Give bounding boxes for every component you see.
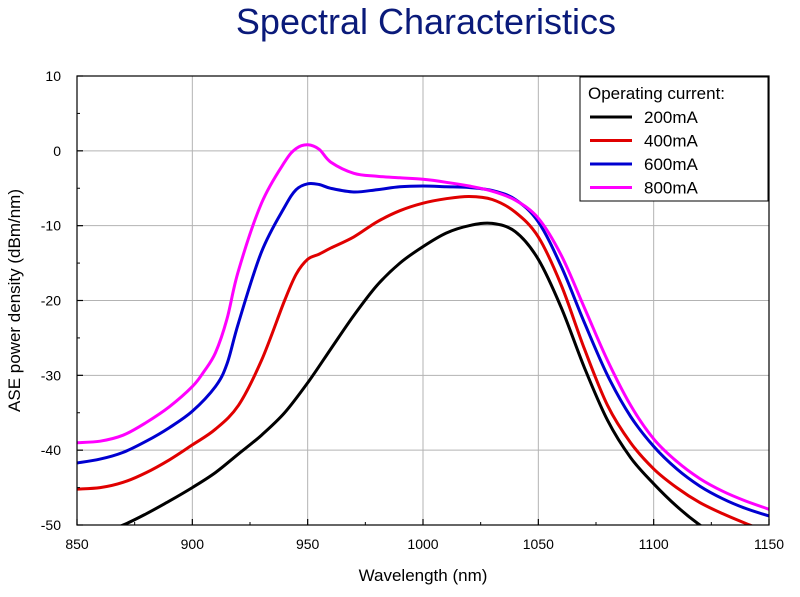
x-tick-label: 1000 — [407, 536, 438, 552]
y-tick-label: 10 — [45, 68, 61, 84]
y-tick-labels: 10 0 -10 -20 -30 -40 -50 — [41, 68, 61, 533]
y-tick-label: -50 — [41, 517, 61, 533]
x-tick-labels: 850 900 950 1000 1050 1100 1150 — [65, 536, 784, 552]
y-tick-label: -10 — [41, 218, 61, 234]
legend-label-600mA: 600mA — [644, 155, 699, 174]
y-tick-label: -40 — [41, 442, 61, 458]
x-tick-label: 1050 — [523, 536, 554, 552]
series-lines — [77, 143, 769, 525]
legend-label-200mA: 200mA — [644, 108, 699, 127]
series-line-400mA — [77, 194, 754, 525]
y-axis-title: ASE power density (dBm/nm) — [5, 189, 24, 412]
x-tick-label: 1100 — [639, 536, 669, 552]
series-line-600mA — [77, 181, 769, 518]
y-tick-label: -30 — [41, 367, 61, 383]
x-tick-label: 1150 — [754, 536, 784, 552]
y-tick-label: 0 — [53, 143, 61, 159]
x-tick-label: 950 — [296, 536, 320, 552]
x-axis-title: Wavelength (nm) — [359, 566, 488, 585]
legend-label-400mA: 400mA — [644, 132, 699, 151]
x-tick-label: 850 — [65, 536, 89, 552]
series-line-200mA — [118, 221, 703, 525]
chart-title: Spectral Characteristics — [235, 1, 617, 42]
legend-items: 200mA 400mA 600mA 800mA — [590, 108, 699, 198]
legend-label-800mA: 800mA — [644, 179, 699, 198]
x-tick-label: 900 — [181, 536, 205, 552]
series-line-800mA — [77, 143, 769, 511]
y-tick-label: -20 — [41, 293, 61, 309]
gridlines — [77, 76, 769, 525]
legend: Operating current: 200mA 400mA 600mA 800mA — [579, 76, 769, 202]
legend-title: Operating current: — [588, 84, 725, 103]
axis-ticks — [76, 75, 770, 526]
